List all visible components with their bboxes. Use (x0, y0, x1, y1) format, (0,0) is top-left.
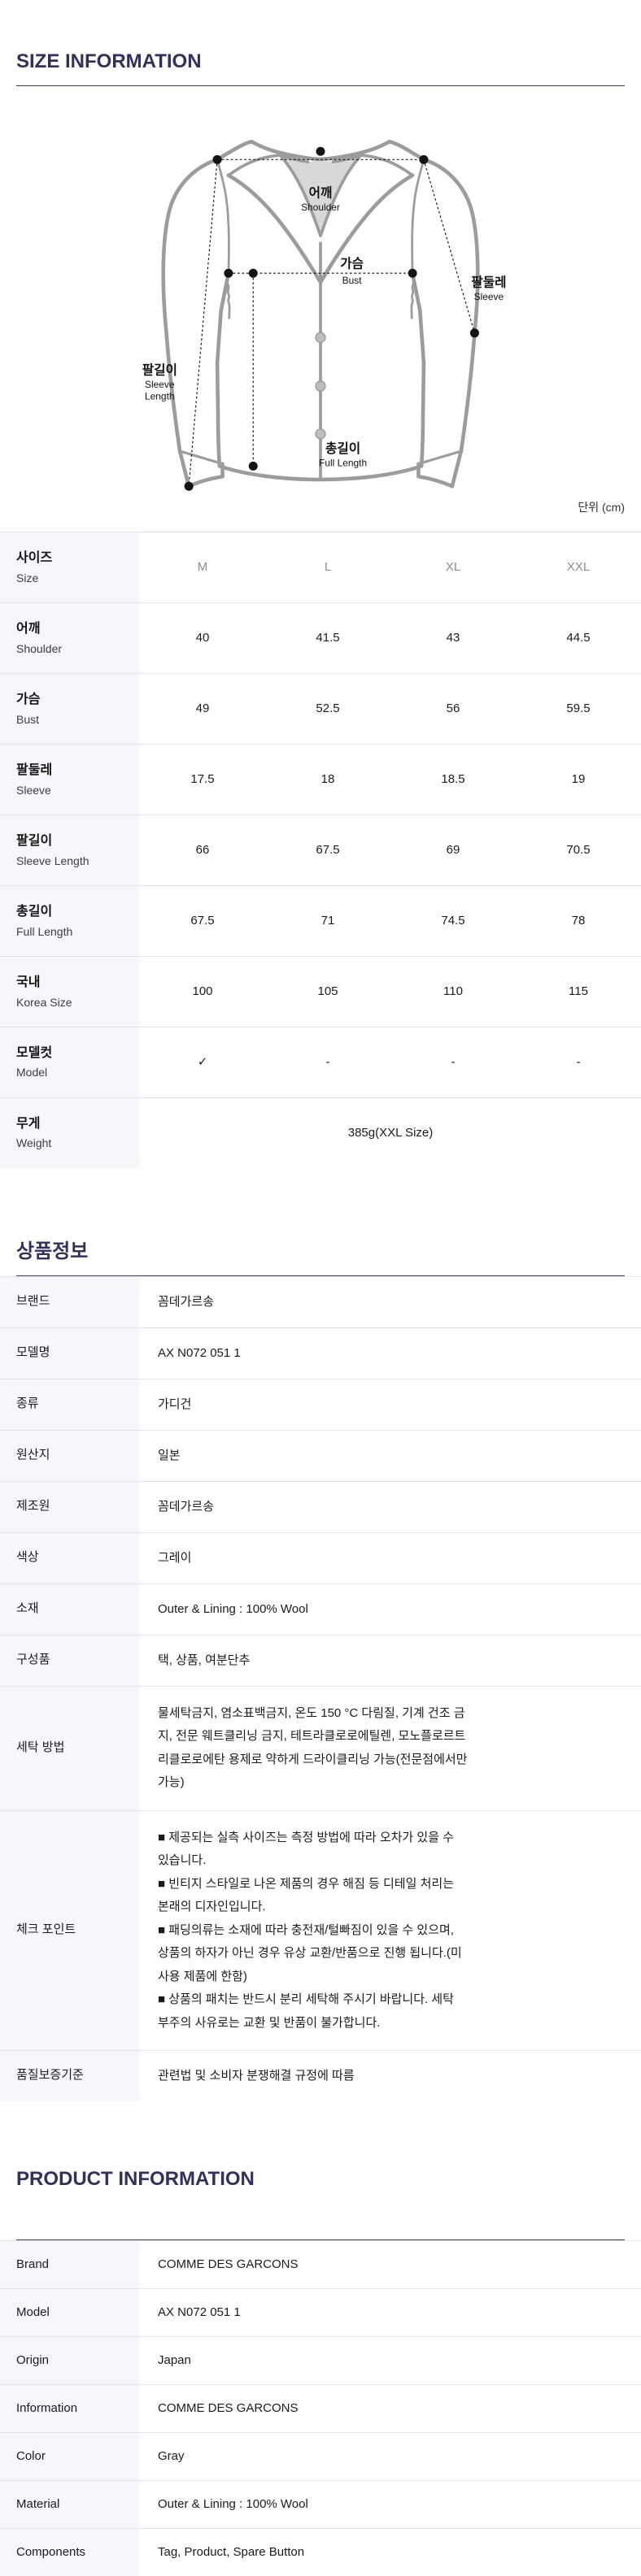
svg-text:Full Length: Full Length (319, 457, 367, 468)
svg-text:Sleeve: Sleeve (145, 379, 175, 390)
svg-text:팔둘레: 팔둘레 (471, 276, 506, 290)
svg-text:어깨: 어깨 (309, 185, 333, 200)
svg-text:Sleeve: Sleeve (474, 291, 504, 302)
svg-text:팔길이: 팔길이 (142, 363, 177, 377)
svg-text:Shoulder: Shoulder (301, 202, 340, 213)
svg-text:Bust: Bust (342, 275, 363, 286)
svg-text:총길이: 총길이 (325, 441, 360, 456)
svg-text:가슴: 가슴 (340, 257, 364, 272)
svg-text:Length: Length (145, 391, 175, 402)
